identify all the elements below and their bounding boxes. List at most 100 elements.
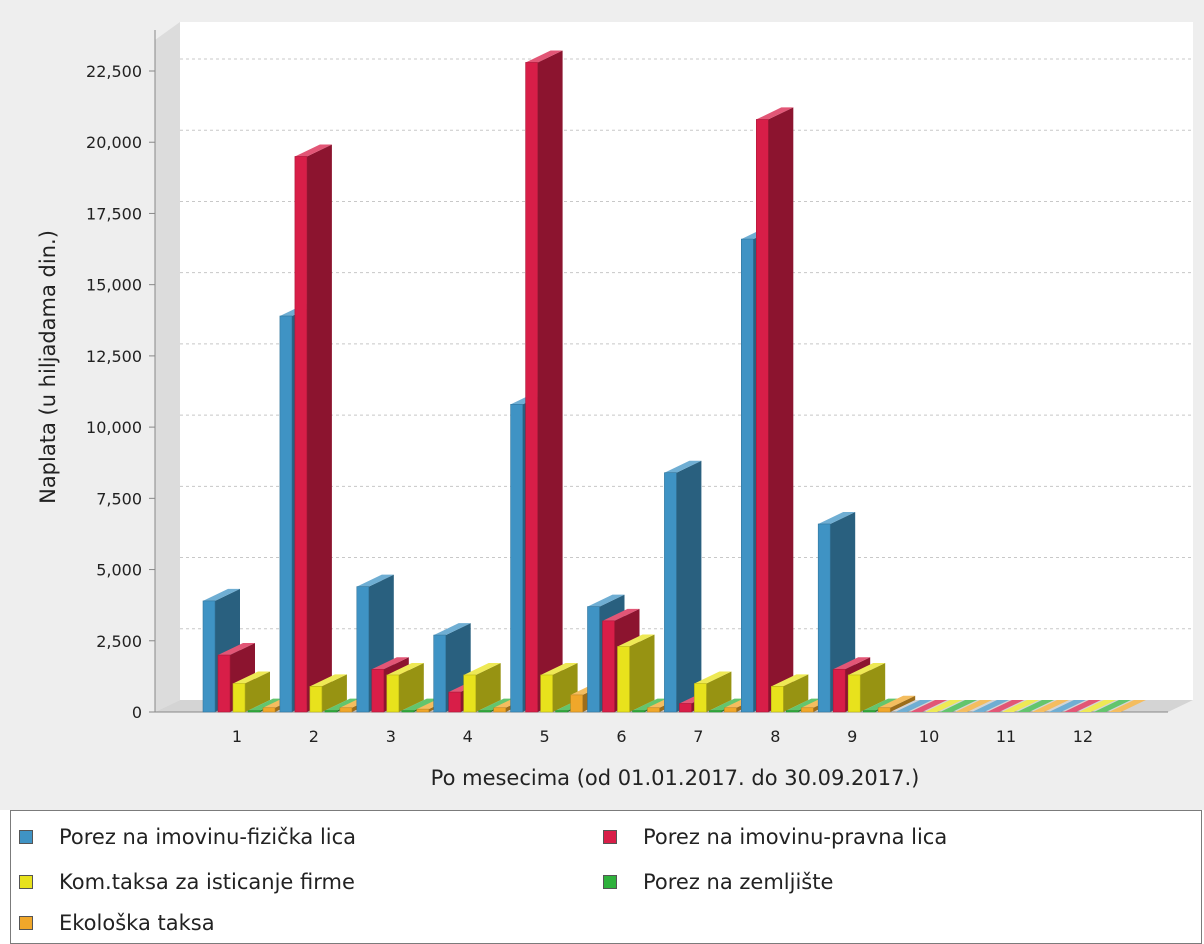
bar-side: [398, 662, 424, 712]
x-tick-label: 12: [1073, 727, 1093, 746]
bar-top: [1048, 700, 1086, 712]
bar: [386, 662, 424, 713]
bar: [694, 671, 732, 713]
legend-swatch: [19, 830, 33, 844]
bar-top: [1002, 700, 1039, 712]
y-tick-label: 10,000: [86, 418, 142, 437]
bar: [1063, 700, 1101, 712]
bar-top: [233, 671, 270, 684]
bar: [664, 460, 702, 713]
bar-top: [602, 608, 640, 621]
bar: [755, 107, 794, 713]
y-tick-label: 15,000: [86, 276, 142, 295]
y-tick-label: 0: [132, 703, 142, 722]
bar-front: [694, 683, 707, 713]
bar-top: [664, 460, 702, 473]
side-wall: [155, 22, 180, 712]
y-tick-label: 7,500: [96, 489, 142, 508]
legend-swatch: [19, 875, 33, 889]
bar-front: [309, 686, 323, 713]
bar-top: [972, 700, 1009, 712]
bar-top: [617, 634, 655, 647]
bar-top: [756, 107, 794, 120]
bar-side: [321, 674, 347, 712]
bar: [433, 623, 471, 713]
bar-front: [525, 62, 538, 713]
bar: [309, 674, 347, 713]
bar-side: [306, 144, 332, 712]
bar-top: [1093, 700, 1131, 712]
bar-front: [433, 634, 447, 713]
bar-front: [862, 710, 876, 713]
bar-side: [783, 674, 809, 712]
bar-top: [1078, 700, 1116, 712]
legend-swatch: [19, 916, 33, 930]
bar-side: [860, 662, 886, 712]
bar-front: [555, 710, 568, 713]
bar-front: [493, 707, 507, 713]
bar-top: [401, 698, 439, 711]
bar-top: [203, 588, 240, 601]
x-tick-label: 6: [616, 727, 626, 746]
x-tick-label: 10: [919, 727, 939, 746]
bar: [770, 674, 809, 713]
bar-top: [433, 623, 471, 636]
bar-top: [848, 662, 886, 675]
bar-side: [537, 50, 563, 713]
bar-front: [587, 606, 600, 713]
bar-top: [878, 695, 916, 708]
bar-top: [525, 50, 563, 63]
bar-top: [1108, 700, 1146, 712]
bar: [232, 671, 270, 713]
bar-top: [771, 674, 809, 687]
bar-top: [324, 698, 362, 711]
bar-front: [709, 710, 722, 713]
bar-side: [890, 695, 916, 712]
bar-top: [818, 511, 856, 524]
bar-top: [940, 700, 978, 712]
bar-front: [202, 600, 216, 713]
bar-top: [1063, 700, 1101, 712]
legend: Porez na imovinu-fizička lica Porez na i…: [10, 810, 1202, 944]
legend-item-porez-zemljiste: Porez na zemljište: [603, 869, 833, 895]
bar-top: [294, 144, 332, 157]
bar-side: [768, 107, 794, 713]
legend-label: Ekološka taksa: [59, 911, 215, 935]
bar-front: [324, 710, 338, 713]
y-tick-label: 20,000: [86, 133, 142, 152]
bar: [847, 662, 886, 713]
bar-top: [925, 700, 963, 712]
bar: [1078, 700, 1116, 712]
bar-front: [247, 710, 261, 713]
bar-front: [570, 694, 583, 713]
bar-front: [339, 707, 353, 713]
bar-front: [817, 523, 831, 713]
bar-side: [245, 671, 270, 712]
y-axis-label: Naplata (u hiljadama din.): [36, 230, 60, 504]
bar-top: [463, 662, 501, 675]
bar: [940, 700, 978, 712]
bar-top: [987, 700, 1024, 712]
bar-front: [540, 674, 553, 713]
bar: [987, 700, 1024, 712]
x-axis-label: Po mesecima (od 01.01.2017. do 30.09.201…: [431, 766, 920, 790]
bar-front: [356, 586, 370, 713]
legend-label: Porez na imovinu-fizička lica: [59, 825, 357, 849]
bar-side: [475, 662, 501, 712]
bar-top: [1017, 700, 1054, 712]
y-tick-label: 22,500: [86, 62, 142, 81]
bar: [895, 700, 933, 712]
bar: [910, 700, 948, 712]
bar-front: [632, 710, 645, 713]
bar-top: [371, 657, 409, 670]
bar: [1093, 700, 1131, 712]
bar-side: [676, 460, 702, 712]
bar-front: [664, 472, 677, 713]
y-tick-label: 2,500: [96, 632, 142, 651]
bar-front: [740, 238, 754, 713]
bar-front: [785, 710, 799, 713]
bar-front: [770, 686, 784, 713]
bar-top: [218, 643, 255, 656]
bar-front: [478, 710, 492, 713]
bar-front: [279, 315, 293, 713]
